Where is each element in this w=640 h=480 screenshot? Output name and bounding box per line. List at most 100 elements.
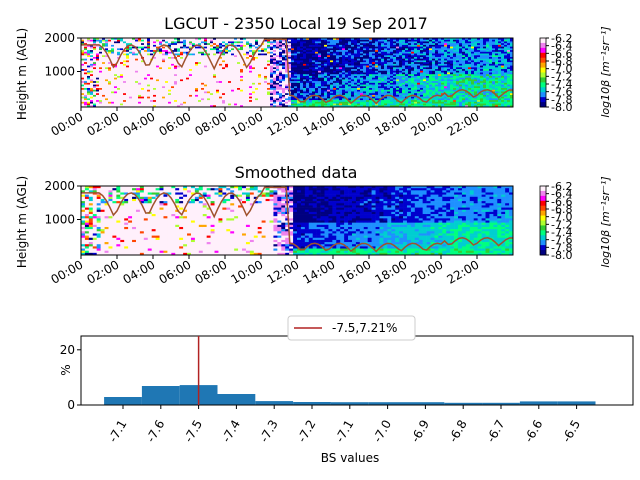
heat-cell: [276, 41, 280, 44]
heat-cell: [87, 44, 91, 47]
heat-cell: [372, 86, 376, 89]
heat-cell: [192, 77, 196, 80]
heat-cell: [273, 79, 277, 82]
heat-cell: [153, 56, 157, 59]
heat-cell: [81, 62, 85, 65]
heat-cell: [270, 48, 274, 51]
heat-cell: [399, 89, 403, 92]
heat-cell: [162, 98, 166, 101]
heat-cell: [453, 88, 457, 91]
heat-cell: [345, 94, 349, 97]
heat-cell: [270, 74, 274, 77]
heat-cell: [378, 81, 382, 84]
heat-cell: [300, 50, 304, 53]
heat-cell: [291, 38, 295, 41]
heat-cell: [318, 89, 322, 92]
heat-cell: [276, 44, 280, 47]
heat-cell: [111, 44, 115, 47]
heat-cell: [309, 98, 313, 101]
heat-cell: [453, 67, 457, 70]
heat-cell: [291, 86, 295, 89]
heat-cell: [225, 55, 229, 58]
heat-cell: [264, 89, 268, 92]
heat-cell: [213, 38, 217, 41]
heat-cell: [297, 67, 301, 70]
heat-cell: [393, 82, 397, 85]
heat-cell: [420, 70, 424, 73]
heat-cell: [159, 91, 163, 94]
heat-cell: [348, 93, 352, 96]
heat-cell: [441, 63, 445, 66]
heat-cell: [111, 38, 115, 41]
heat-cell: [261, 96, 265, 99]
heat-cell: [435, 88, 439, 91]
heat-cell: [327, 89, 331, 92]
heat-cell: [411, 100, 415, 103]
heat-cell: [345, 81, 349, 84]
heat-cell: [129, 103, 133, 106]
heat-cell: [246, 48, 250, 51]
heat-cell: [453, 70, 457, 73]
heat-cell: [348, 41, 352, 44]
heat-cell: [378, 56, 382, 59]
heat-cell: [195, 53, 199, 56]
heat-cell: [144, 67, 148, 70]
heat-cell: [126, 81, 130, 84]
heat-cell: [150, 53, 154, 56]
heat-cell: [84, 93, 88, 96]
heat-cell: [276, 101, 280, 104]
heat-cell: [357, 50, 361, 53]
heat-cell: [282, 56, 286, 59]
heat-cell: [147, 39, 151, 42]
heat-cell: [90, 79, 94, 82]
heat-cell: [171, 91, 175, 94]
heat-cell: [246, 58, 250, 61]
heat-cell: [84, 72, 88, 75]
heat-cell: [300, 70, 304, 73]
heat-cell: [132, 84, 136, 87]
heat-cell: [447, 91, 451, 94]
heat-cell: [210, 51, 214, 54]
heat-cell: [246, 100, 250, 103]
heat-cell: [204, 75, 208, 78]
heat-cell: [249, 50, 253, 53]
heat-cell: [360, 72, 364, 75]
heat-cell: [339, 96, 343, 99]
heat-cell: [249, 56, 253, 59]
heat-cell: [186, 44, 190, 47]
heat-cell: [405, 70, 409, 73]
heat-cell: [414, 63, 418, 66]
heat-cell: [276, 58, 280, 61]
heat-cell: [351, 70, 355, 73]
heat-cell: [312, 48, 316, 51]
heat-cell: [354, 100, 358, 103]
heat-cell: [153, 94, 157, 97]
heat-cell: [396, 91, 400, 94]
heat-cell: [225, 100, 229, 103]
heat-cell: [246, 55, 250, 58]
heat-cell: [336, 43, 340, 46]
heat-cell: [132, 100, 136, 103]
heat-cell: [135, 100, 139, 103]
heat-cell: [357, 41, 361, 44]
heat-cell: [114, 44, 118, 47]
heat-cell: [273, 62, 277, 65]
heat-cell: [84, 77, 88, 80]
heat-cell: [90, 82, 94, 85]
heat-cell: [201, 82, 205, 85]
heat-cell: [267, 105, 271, 108]
heat-cell: [339, 84, 343, 87]
heat-cell: [201, 101, 205, 104]
heat-cell: [438, 75, 442, 78]
heat-cell: [84, 60, 88, 63]
heat-cell: [165, 70, 169, 73]
heat-cell: [138, 77, 142, 80]
heat-cell: [132, 77, 136, 80]
heat-cell: [414, 81, 418, 84]
heat-cell: [399, 48, 403, 51]
heat-cell: [249, 41, 253, 44]
heat-cell: [216, 96, 220, 99]
heat-cell: [126, 101, 130, 104]
heat-cell: [159, 93, 163, 96]
heat-cell: [381, 48, 385, 51]
